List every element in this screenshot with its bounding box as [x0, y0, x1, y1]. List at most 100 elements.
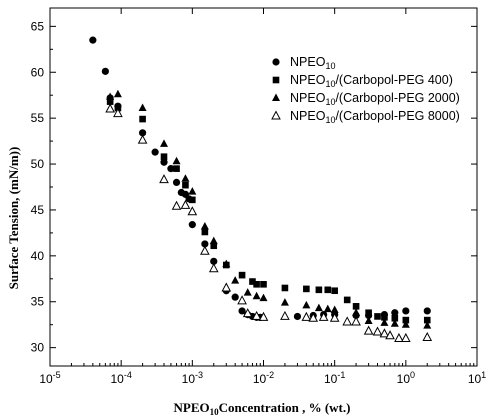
data-point	[222, 259, 231, 268]
x-tick-label: 100	[397, 370, 415, 386]
x-tick-label-base: 10	[397, 372, 411, 386]
data-point	[422, 331, 433, 342]
data-point	[138, 129, 147, 137]
data-point	[302, 300, 311, 309]
legend-label-sub: 10	[325, 61, 335, 71]
data-point	[210, 242, 218, 250]
data-point	[238, 271, 246, 279]
data-point	[160, 153, 168, 161]
y-tick-label: 55	[31, 111, 45, 125]
data-point	[159, 174, 169, 184]
data-point	[293, 312, 302, 321]
legend-label-rest: /(Carbopol-PEG 400)	[335, 73, 452, 87]
x-axis-ticks: 10-5 10-4 10-3 10-2 10-1 100 101	[39, 8, 486, 386]
data-point	[301, 311, 312, 321]
data-point	[363, 325, 374, 335]
data-point	[113, 108, 123, 118]
data-point	[394, 332, 404, 342]
legend-entry-2: NPEO10/(Carbopol-PEG 400)	[272, 73, 453, 89]
legend-marker	[272, 93, 280, 101]
legend-label-main: NPEO	[290, 109, 326, 123]
data-point	[249, 278, 256, 285]
data-point	[364, 316, 373, 325]
data-point	[259, 293, 268, 302]
data-point	[423, 307, 431, 315]
legend-label: NPEO10/(Carbopol-PEG 2000)	[290, 91, 460, 107]
x-tick-label-base: 10	[39, 372, 53, 386]
data-point	[237, 295, 247, 305]
data-point	[385, 330, 395, 340]
x-tick-label: 10-1	[324, 370, 345, 386]
data-point	[379, 328, 390, 338]
data-point	[238, 307, 246, 315]
data-point	[401, 332, 411, 342]
x-tick-label: 10-2	[253, 370, 274, 386]
x-tick-label-exp: -3	[195, 370, 203, 380]
data-point	[106, 92, 115, 101]
x-tick-label-exp: -5	[53, 370, 61, 380]
y-axis-ticks: 30 35 40 45 50 55 60 65	[31, 19, 477, 355]
data-point	[402, 307, 410, 315]
data-point	[252, 291, 261, 300]
data-point	[391, 314, 399, 322]
series-4	[105, 103, 433, 342]
data-point	[374, 313, 381, 320]
x-axis-label-rest: Concentration , % (wt.)	[219, 400, 351, 415]
data-point	[160, 158, 168, 166]
x-tick-label-base: 10	[110, 372, 124, 386]
data-point	[402, 316, 410, 324]
legend-entry-4: NPEO10/(Carbopol-PEG 8000)	[271, 109, 460, 125]
data-point	[210, 257, 218, 265]
data-point	[330, 305, 339, 314]
y-tick-label: 30	[31, 341, 45, 355]
data-point	[172, 156, 181, 165]
legend-label-rest: /(Carbopol-PEG 8000)	[335, 109, 459, 123]
data-point	[423, 321, 432, 329]
x-tick-label-base: 10	[324, 372, 338, 386]
legend-label-sub: 10	[325, 97, 335, 107]
y-tick-label: 40	[31, 249, 45, 263]
data-point	[380, 318, 389, 326]
data-point	[208, 263, 219, 273]
data-point	[280, 310, 290, 320]
data-point	[372, 326, 383, 336]
data-point	[188, 187, 197, 195]
x-tick-label-exp: 0	[410, 370, 415, 380]
data-point	[253, 281, 260, 288]
data-point	[401, 320, 410, 328]
data-point	[331, 287, 338, 295]
x-axis-label: NPEO10Concentration , % (wt.)	[174, 400, 351, 417]
legend-entry-1: NPEO10	[272, 55, 335, 71]
data-point	[280, 298, 289, 306]
x-tick-label: 10-3	[182, 370, 203, 386]
data-point	[315, 286, 323, 294]
data-point	[139, 115, 146, 123]
y-tick-label: 45	[31, 203, 45, 217]
data-point	[329, 312, 340, 322]
data-point	[113, 89, 122, 98]
y-tick-label: 35	[31, 295, 45, 309]
legend-label: NPEO10/(Carbopol-PEG 8000)	[290, 109, 460, 125]
data-point	[390, 319, 399, 327]
data-point	[351, 316, 361, 326]
data-point	[365, 309, 372, 317]
data-point	[308, 312, 319, 322]
data-point	[243, 288, 252, 296]
legend-label-main: NPEO	[290, 55, 326, 69]
data-point	[391, 309, 399, 317]
data-point	[342, 316, 353, 326]
x-tick-label-exp: 1	[481, 370, 486, 380]
data-point	[138, 103, 147, 112]
y-tick-label: 50	[31, 157, 45, 171]
data-point	[151, 148, 159, 156]
legend-marker	[271, 110, 281, 120]
y-tick-label: 60	[31, 65, 45, 79]
data-point	[343, 296, 351, 304]
x-tick-label: 10-5	[39, 370, 60, 386]
x-tick-label-exp: -2	[266, 370, 274, 380]
y-tick-label: 65	[31, 19, 45, 33]
legend-label: NPEO10/(Carbopol-PEG 400)	[290, 73, 453, 89]
data-point	[181, 174, 190, 182]
data-point	[101, 67, 109, 75]
data-point	[303, 285, 310, 293]
